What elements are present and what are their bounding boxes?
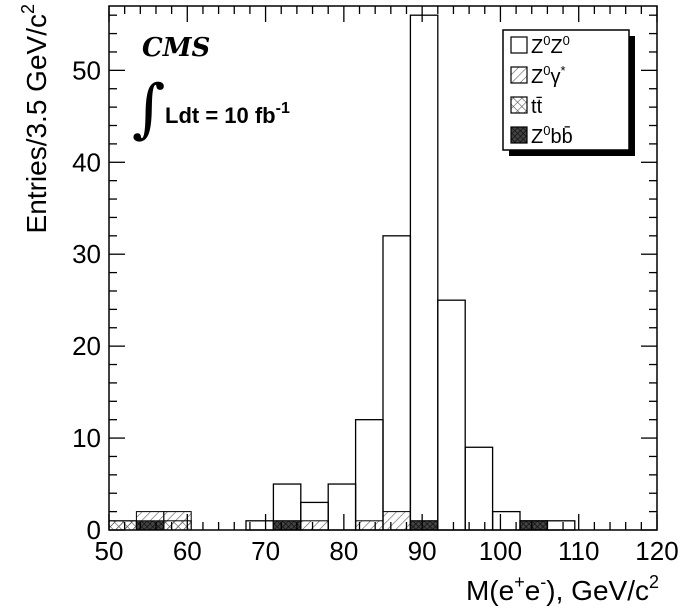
experiment-label: CMS xyxy=(142,33,210,63)
bar-z0bbbar-2 xyxy=(409,520,439,531)
axis-ticks xyxy=(108,6,658,531)
legend-label-zz: Z0Z0 xyxy=(531,33,570,58)
legend-zg-a: Z xyxy=(531,66,543,88)
legend-zbb-a: Z xyxy=(531,126,543,148)
x-tick-label-120: 120 xyxy=(635,536,678,566)
x-axis-title-tail: ), GeV/c xyxy=(546,575,649,606)
legend-swatch-zgamma xyxy=(510,66,528,84)
legend-zg-b-sup: * xyxy=(560,63,565,78)
x-axis-title-mid: e xyxy=(525,575,541,606)
x-axis-title-sup1: + xyxy=(514,572,525,592)
x-axis-title-sup2: - xyxy=(540,572,546,592)
legend-swatch-zbb xyxy=(510,126,528,144)
y-tick-label-20: 20 xyxy=(72,331,101,361)
bar-z0z0-6 xyxy=(409,14,439,531)
bar-z0z0-4 xyxy=(354,419,384,531)
legend-zz-a-sup: 0 xyxy=(543,33,550,48)
bar-z0z0-3 xyxy=(327,483,357,531)
x-tick-label-100: 100 xyxy=(479,536,522,566)
y-tick-label-50: 50 xyxy=(72,55,101,85)
legend-label-ttbar: tt̄ xyxy=(531,96,543,118)
bar-z0z0-11 xyxy=(546,520,576,531)
y-axis-title-sup: 2 xyxy=(18,4,38,14)
legend-zbb-a-sup: 0 xyxy=(543,123,550,138)
legend-zz-b: Z xyxy=(550,36,562,58)
x-tick-label-110: 110 xyxy=(558,536,599,566)
legend-zbb-b: bb̄ xyxy=(550,125,572,148)
x-tick-label-80: 80 xyxy=(329,536,358,566)
legend-tt-b: t̄ xyxy=(536,96,542,118)
bar-ttbar-0 xyxy=(108,520,137,531)
legend-zz-a: Z xyxy=(531,36,543,58)
y-tick-label-0: 0 xyxy=(87,515,101,545)
legend-zz-b-sup: 0 xyxy=(563,33,570,48)
bar-z0bbbar-3 xyxy=(519,520,548,531)
legend-swatch-zz xyxy=(510,36,528,54)
legend: Z0Z0 Z0γ* tt̄ Z0bb̄ xyxy=(502,29,635,156)
y-tick-label-10: 10 xyxy=(72,423,101,453)
x-axis-title: M(e+e-), GeV/c2 xyxy=(466,572,659,606)
bar-z0z0-5 xyxy=(382,235,412,531)
integral-symbol: ∫ xyxy=(132,72,165,146)
y-tick-label-30: 30 xyxy=(72,239,101,269)
legend-label-zgamma: Z0γ* xyxy=(531,63,566,88)
bar-z0z0-7 xyxy=(437,299,466,531)
plot-frame xyxy=(108,5,658,531)
legend-label-zbb: Z0bb̄ xyxy=(531,123,573,148)
bar-z0gamma-4 xyxy=(300,520,329,531)
x-axis-title-sup3: 2 xyxy=(649,572,659,592)
x-tick-label-90: 90 xyxy=(408,536,437,566)
legend-zg-b: γ xyxy=(550,66,560,88)
luminosity-label: Ldt = 10 fb-1 xyxy=(165,100,290,128)
x-tick-label-70: 70 xyxy=(251,536,280,566)
x-axis-title-base: M(e xyxy=(466,575,514,606)
luminosity-prefix: Ldt = 10 fb xyxy=(165,103,276,128)
x-tick-labels: 50 60 70 80 90 100 110 120 xyxy=(95,536,679,566)
y-tick-label-40: 40 xyxy=(72,147,101,177)
legend-zg-a-sup: 0 xyxy=(543,63,550,78)
legend-swatch-ttbar xyxy=(510,96,528,114)
bar-z0z0-8 xyxy=(464,446,494,531)
luminosity-superscript: -1 xyxy=(276,100,290,117)
y-tick-labels: 0 10 20 30 40 50 xyxy=(72,55,101,545)
legend-tt-a: t xyxy=(531,96,537,118)
x-tick-label-50: 50 xyxy=(95,536,124,566)
y-axis-title: Entries/3.5 GeV/c2 xyxy=(18,4,52,233)
y-axis-title-base: Entries/3.5 GeV/c xyxy=(21,14,52,233)
x-tick-label-60: 60 xyxy=(173,536,202,566)
